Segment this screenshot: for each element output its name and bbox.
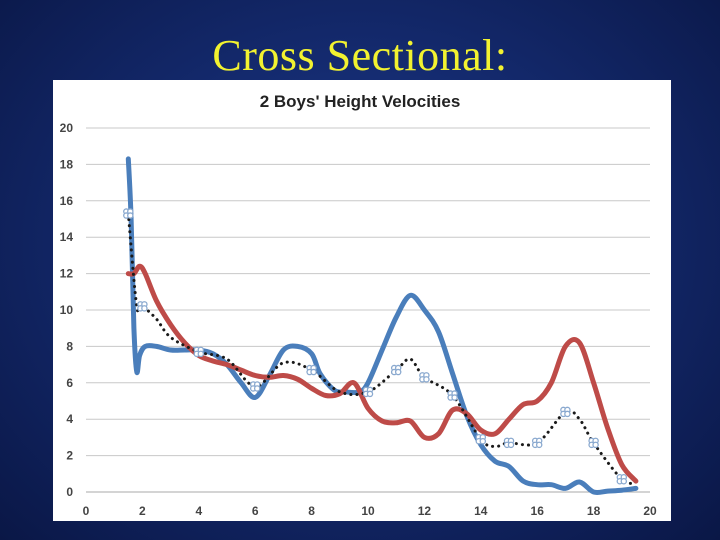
average-data-marker xyxy=(123,208,134,219)
data-markers xyxy=(123,208,628,485)
average-data-marker xyxy=(475,433,487,445)
x-tick-label: 16 xyxy=(531,504,545,518)
y-tick-label: 4 xyxy=(66,412,73,426)
y-tick-label: 18 xyxy=(60,157,74,171)
series-lines xyxy=(125,156,639,496)
x-tick-label: 6 xyxy=(252,504,259,518)
x-tick-label: 14 xyxy=(474,504,488,518)
average-data-marker xyxy=(531,437,543,449)
axis-ticks: 0 2 4 6 8 10 12 14 16 18 20 0 2 4 6 8 10 12 14 16 18 20 xyxy=(60,121,657,518)
average-data-marker xyxy=(447,390,458,401)
average-data-marker xyxy=(588,437,599,449)
series-boy-2-line xyxy=(125,263,639,484)
x-tick-label: 8 xyxy=(308,504,315,518)
slide-title: Cross Sectional: xyxy=(212,31,508,80)
y-tick-label: 8 xyxy=(66,339,73,353)
y-tick-label: 6 xyxy=(66,376,73,390)
y-tick-label: 16 xyxy=(60,194,74,208)
average-data-marker xyxy=(503,437,515,449)
y-tick-label: 20 xyxy=(60,121,74,135)
average-data-marker xyxy=(362,386,374,398)
average-data-marker xyxy=(137,301,148,312)
grid xyxy=(86,127,650,493)
y-tick-label: 10 xyxy=(60,303,74,317)
average-data-marker xyxy=(249,381,261,392)
x-tick-label: 0 xyxy=(83,504,90,518)
y-tick-label: 2 xyxy=(66,449,73,463)
average-data-marker xyxy=(193,346,205,358)
line-chart: 2 Boys' Height Velocities 0 2 4 6 8 10 12 14 16 1… xyxy=(60,92,657,518)
x-tick-label: 20 xyxy=(643,504,657,518)
x-tick-label: 18 xyxy=(587,504,601,518)
x-tick-label: 4 xyxy=(195,504,202,518)
average-data-marker xyxy=(560,406,571,418)
y-tick-label: 12 xyxy=(60,267,74,281)
chart-panel: 2 Boys' Height Velocities 0 2 4 6 8 10 12 14 16 1… xyxy=(53,80,671,521)
y-tick-label: 0 xyxy=(66,485,73,499)
x-tick-label: 12 xyxy=(418,504,432,518)
y-tick-label: 14 xyxy=(60,230,74,244)
average-data-marker xyxy=(390,364,402,376)
x-tick-label: 2 xyxy=(139,504,146,518)
x-tick-label: 10 xyxy=(361,504,375,518)
average-data-marker xyxy=(419,372,430,383)
average-data-marker xyxy=(306,364,317,376)
series-boy-1-line xyxy=(125,156,639,496)
average-data-marker xyxy=(616,474,628,485)
chart-title: 2 Boys' Height Velocities xyxy=(260,92,461,111)
